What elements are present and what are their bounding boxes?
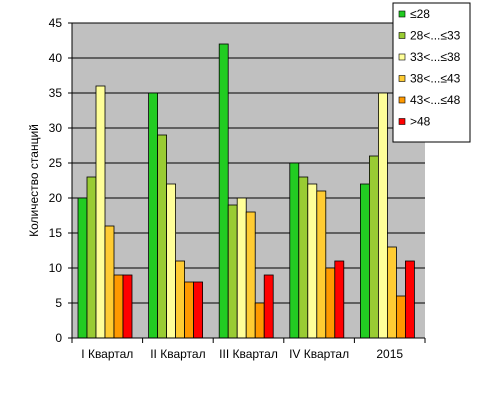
bar — [368, 155, 379, 339]
bar — [122, 274, 133, 339]
bar — [245, 211, 256, 339]
bar — [289, 162, 300, 339]
bar — [166, 183, 177, 339]
bar — [218, 43, 229, 339]
legend-label: 38<...≤43 — [410, 72, 461, 86]
x-tick-label: I Квартал — [81, 347, 133, 361]
y-tick-label: 35 — [49, 86, 63, 100]
bar — [77, 197, 88, 339]
bar — [175, 260, 186, 339]
bar — [227, 204, 238, 339]
legend-swatch — [398, 96, 406, 104]
y-tick-labels: 0 5 10 15 20 25 30 35 40 45 — [49, 16, 63, 345]
bar — [298, 176, 309, 339]
bar — [334, 260, 345, 339]
bar — [104, 225, 115, 339]
legend-swatch — [398, 53, 406, 61]
legend-swatch — [398, 10, 406, 18]
bar — [236, 197, 247, 339]
y-tick-label: 15 — [49, 226, 63, 240]
y-tick-label: 20 — [49, 191, 63, 205]
bar — [193, 281, 204, 339]
y-tick-label: 30 — [49, 121, 63, 135]
bar — [184, 281, 195, 339]
y-tick-label: 10 — [49, 261, 63, 275]
bar — [395, 295, 406, 339]
x-tick-label: III Квартал — [219, 347, 278, 361]
axes — [68, 22, 426, 343]
y-tick-label: 25 — [49, 156, 63, 170]
x-tick-labels: I Квартал II Квартал III Квартал IV Квартал… — [81, 347, 403, 361]
bar — [307, 183, 318, 339]
x-tick-label: IV Квартал — [289, 347, 349, 361]
bar — [148, 92, 159, 339]
bars — [77, 43, 415, 339]
x-tick-label: 2015 — [376, 347, 403, 361]
bar — [359, 183, 370, 339]
legend: ≤28 28<...≤33 33<...≤38 38<...≤43 43<...≤48 >… — [392, 2, 471, 143]
bar — [113, 274, 124, 339]
bar — [95, 85, 106, 339]
legend-label: 28<...≤33 — [410, 29, 461, 43]
x-tick-label: II Квартал — [150, 347, 205, 361]
bar — [386, 246, 397, 339]
y-tick-label: 5 — [55, 296, 62, 310]
legend-label: ≤28 — [410, 7, 430, 21]
y-tick-label: 0 — [55, 331, 62, 345]
y-tick-label: 40 — [49, 51, 63, 65]
bar — [325, 267, 336, 339]
bar — [263, 274, 274, 339]
legend-swatch — [398, 32, 406, 39]
y-axis-title: Количество станций — [27, 124, 41, 237]
bar — [316, 190, 327, 339]
legend-label: >48 — [410, 115, 431, 129]
legend-swatch — [398, 118, 406, 125]
y-tick-label: 45 — [49, 16, 63, 30]
bar — [157, 134, 168, 339]
legend-label: 33<...≤38 — [410, 50, 461, 64]
legend-swatch — [398, 75, 406, 82]
bar — [377, 92, 388, 339]
legend-label: 43<...≤48 — [410, 93, 461, 107]
bar — [254, 302, 265, 339]
legend-box — [392, 2, 471, 143]
bar — [404, 260, 415, 339]
bar — [86, 176, 97, 339]
